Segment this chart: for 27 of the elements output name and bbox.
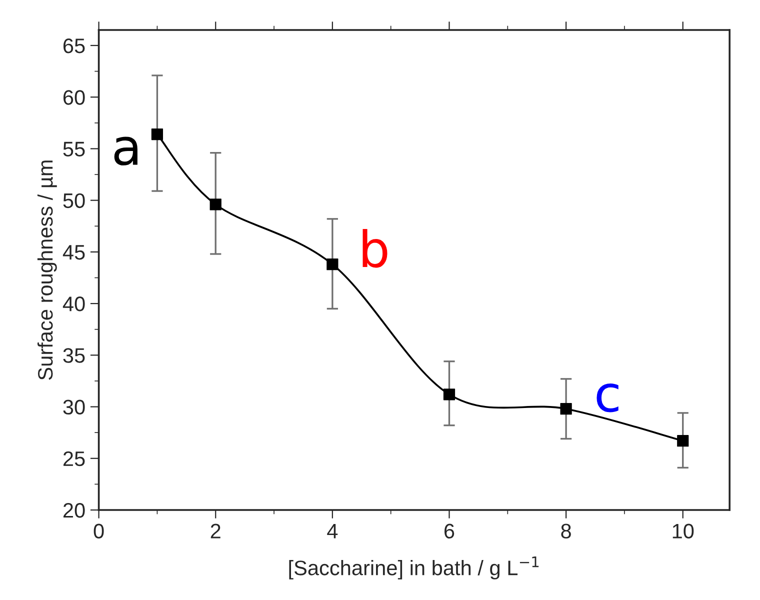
x-axis-title: [Saccharine] in bath / g L$^{−1}$	[289, 556, 539, 580]
point	[326, 258, 338, 270]
point	[443, 388, 456, 400]
point	[151, 128, 164, 140]
annotation: a	[114, 136, 138, 166]
x-tick-label: 6	[444, 524, 454, 538]
y-tick-label: 45	[62, 245, 85, 260]
point	[677, 435, 689, 447]
y-tick-label: 55	[63, 142, 85, 156]
y-tick-label: 25	[63, 451, 85, 466]
point	[560, 403, 572, 415]
x-tick-label: 8	[561, 524, 571, 538]
y-tick-label: 60	[63, 90, 85, 105]
y-tick-label: 35	[63, 348, 85, 363]
x-tick-label: 0	[94, 524, 104, 538]
y-tick-label: 20	[63, 503, 85, 518]
annotation: c	[596, 384, 618, 412]
y-tick-label: 30	[63, 400, 85, 415]
y-tick-label: 50	[63, 193, 85, 208]
annotation: b	[362, 229, 388, 268]
y-tick-label: 65	[63, 38, 85, 54]
point	[210, 198, 222, 210]
x-tick-label: 4	[327, 524, 338, 538]
x-tick-label: 2	[210, 524, 220, 538]
y-tick-label: 40	[62, 296, 85, 312]
x-tick-label: 10	[672, 524, 694, 538]
y-axis-title: Surface roughness / µm	[37, 160, 57, 380]
